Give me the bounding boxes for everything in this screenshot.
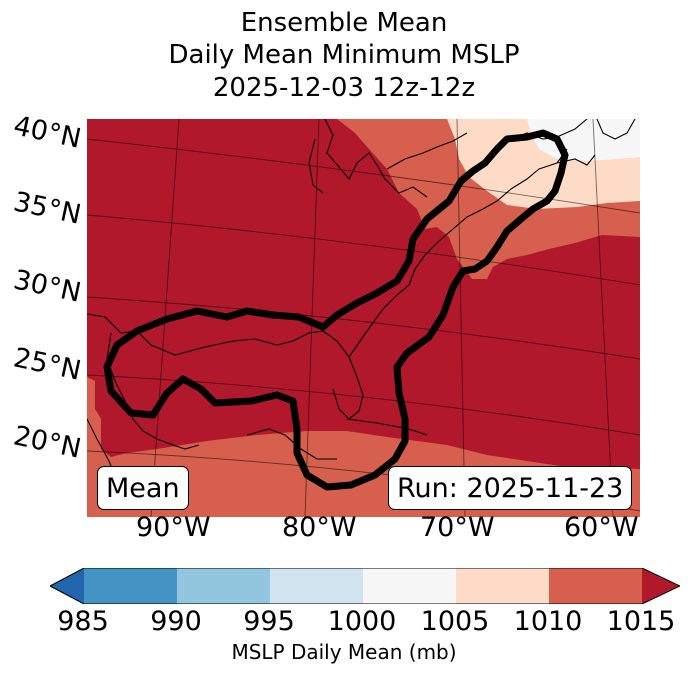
lon-label-60w: 60°W xyxy=(564,512,639,543)
colorbar-bin-lt985 xyxy=(50,568,84,604)
lon-label-70w: 70°W xyxy=(420,512,495,543)
lon-label-80w: 80°W xyxy=(282,512,357,543)
map-panel xyxy=(87,119,640,517)
colorbar-tick-1015: 1015 xyxy=(606,606,676,637)
lat-label-20n: 20°N xyxy=(10,420,84,465)
colorbar-tick-1000: 1000 xyxy=(327,606,397,637)
title-line-3: 2025-12-03 12z-12z xyxy=(212,73,476,103)
lon-label-90w: 90°W xyxy=(136,512,211,543)
colorbar-bin-1010-1015 xyxy=(549,568,642,604)
colorbar-bin-985-990 xyxy=(84,568,177,604)
colorbar-tick-985: 985 xyxy=(57,606,109,637)
lat-label-30n: 30°N xyxy=(10,264,84,309)
mslp-field-white xyxy=(527,119,640,161)
lat-label-40n: 40°N xyxy=(10,110,84,155)
lat-label-35n: 35°N xyxy=(10,186,84,231)
colorbar xyxy=(50,568,680,604)
run-label-box: Run: 2025-11-23 xyxy=(388,466,633,510)
title-line-2: Daily Mean Minimum MSLP xyxy=(168,40,520,70)
lat-label-25n: 25°N xyxy=(10,342,84,387)
colorbar-tick-995: 995 xyxy=(243,606,295,637)
mean-label-box: Mean xyxy=(97,466,189,510)
colorbar-label: MSLP Daily Mean (mb) xyxy=(231,640,457,664)
colorbar-tick-1005: 1005 xyxy=(420,606,490,637)
colorbar-bin-990-995 xyxy=(177,568,270,604)
title-line-1: Ensemble Mean xyxy=(240,8,448,38)
colorbar-bin-1000-1005 xyxy=(363,568,456,604)
colorbar-bin-1005-1010 xyxy=(456,568,549,604)
colorbar-tick-1010: 1010 xyxy=(513,606,583,637)
colorbar-bin-gt1015 xyxy=(642,568,680,604)
mslp-contour xyxy=(103,129,569,491)
colorbar-tick-990: 990 xyxy=(150,606,202,637)
colorbar-bin-995-1000 xyxy=(270,568,363,604)
